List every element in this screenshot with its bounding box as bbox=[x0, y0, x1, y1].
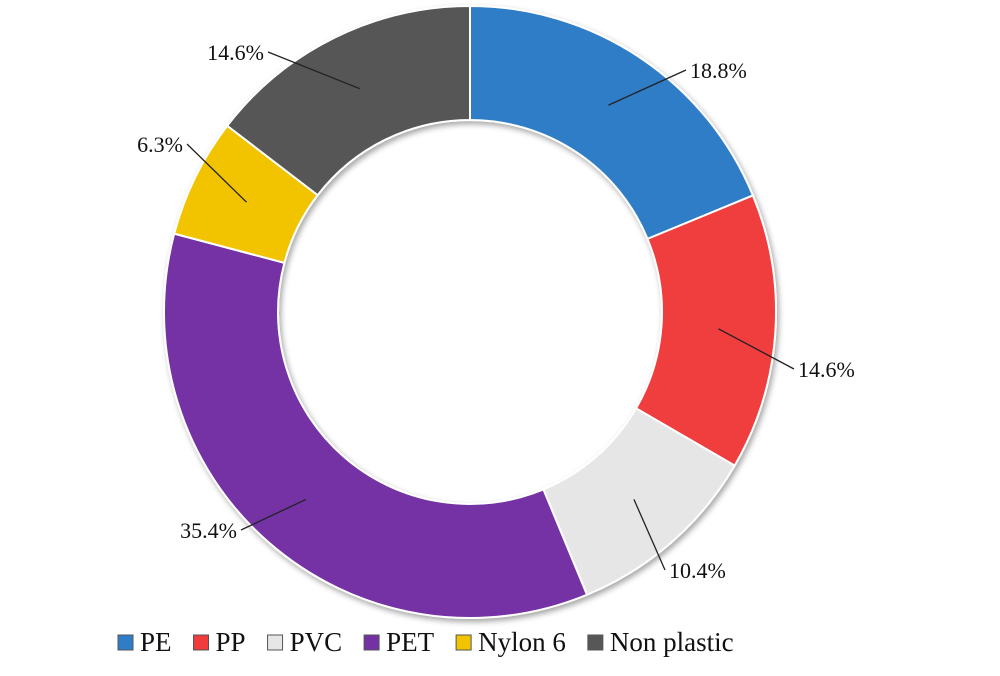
legend-item-pvc: PVC bbox=[267, 627, 343, 657]
legend-item-nylon-6: Nylon 6 bbox=[455, 627, 566, 657]
legend: PE PP PVC PET Nylon 6 Non plastic bbox=[117, 627, 734, 657]
leader-line-nylon-6 bbox=[186, 143, 247, 203]
leader-line-pet bbox=[240, 498, 307, 531]
leader-lines bbox=[186, 51, 795, 571]
legend-swatch-pvc bbox=[267, 634, 284, 651]
leader-line-pvc bbox=[633, 499, 666, 571]
data-labels: 18.8% 14.6% 10.4% 35.4% 6.3% 14.6% bbox=[137, 40, 855, 583]
legend-label-pvc: PVC bbox=[290, 627, 343, 657]
legend-label-pet: PET bbox=[386, 627, 435, 657]
slice-pe bbox=[469, 4, 755, 241]
legend-swatch-pp bbox=[193, 634, 210, 651]
data-label-nylon-6: 6.3% bbox=[137, 132, 183, 157]
slice-non-plastic bbox=[225, 4, 471, 197]
data-label-pe: 18.8% bbox=[690, 58, 747, 83]
legend-swatch-pe bbox=[117, 634, 134, 651]
donut-slices bbox=[163, 4, 777, 619]
slice-pet bbox=[163, 232, 589, 619]
legend-label-nylon-6: Nylon 6 bbox=[478, 627, 566, 657]
legend-item-pe: PE bbox=[117, 627, 172, 657]
legend-swatch-nylon-6 bbox=[455, 634, 472, 651]
data-label-non-plastic: 14.6% bbox=[207, 40, 264, 65]
legend-swatch-non-plastic bbox=[587, 634, 604, 651]
leader-line-pe bbox=[608, 69, 687, 106]
legend-label-pe: PE bbox=[140, 627, 172, 657]
legend-item-non-plastic: Non plastic bbox=[587, 627, 734, 657]
data-label-pp: 14.6% bbox=[798, 357, 855, 382]
data-label-pvc: 10.4% bbox=[669, 558, 726, 583]
legend-swatch-pet bbox=[363, 634, 380, 651]
data-label-pet: 35.4% bbox=[180, 518, 237, 543]
legend-label-pp: PP bbox=[216, 627, 246, 657]
legend-item-pet: PET bbox=[363, 627, 435, 657]
legend-label-non-plastic: Non plastic bbox=[610, 627, 734, 657]
leader-line-non-plastic bbox=[267, 51, 361, 90]
leader-line-pp bbox=[718, 328, 795, 370]
legend-item-pp: PP bbox=[193, 627, 246, 657]
